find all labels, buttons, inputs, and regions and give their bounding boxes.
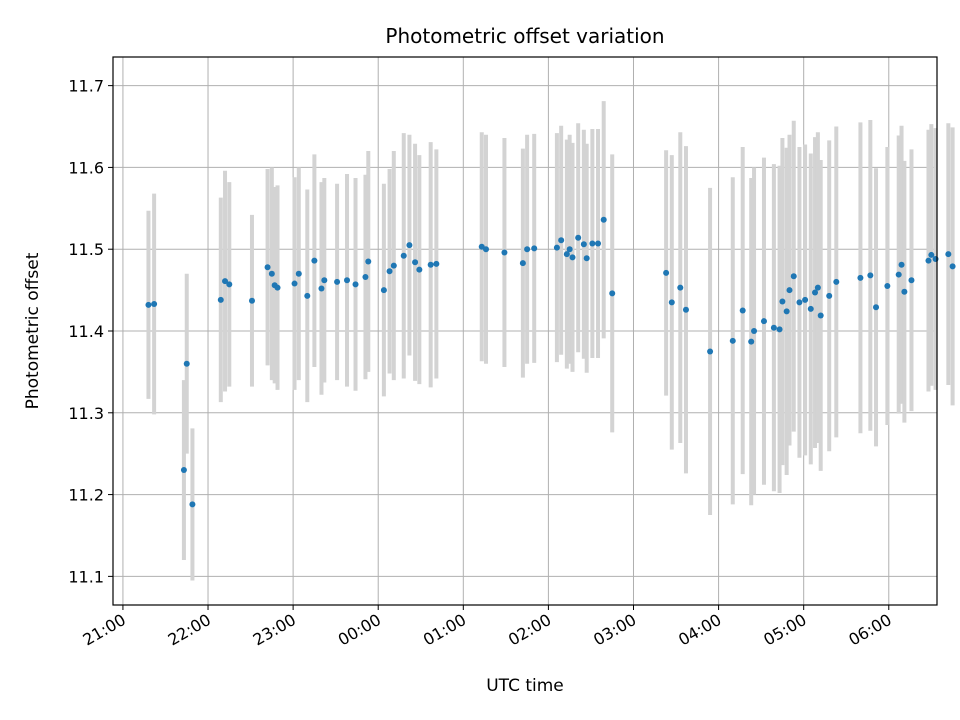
data-point bbox=[427, 261, 434, 268]
data-point bbox=[949, 263, 956, 270]
data-point bbox=[589, 240, 596, 247]
data-point bbox=[814, 284, 821, 291]
data-point bbox=[295, 270, 302, 277]
data-point bbox=[151, 301, 158, 308]
data-point bbox=[776, 326, 783, 333]
data-point bbox=[189, 501, 196, 508]
data-point bbox=[365, 258, 372, 265]
data-point bbox=[311, 257, 318, 264]
data-point bbox=[553, 244, 560, 251]
y-tick-label: 11.6 bbox=[68, 158, 104, 177]
y-tick-label: 11.1 bbox=[68, 567, 104, 586]
data-point bbox=[932, 256, 939, 263]
data-point bbox=[501, 249, 508, 256]
data-point bbox=[226, 281, 233, 288]
data-point bbox=[304, 292, 311, 299]
data-point bbox=[416, 266, 423, 273]
data-point bbox=[833, 278, 840, 285]
data-point bbox=[583, 255, 590, 262]
data-point bbox=[600, 216, 607, 223]
data-point bbox=[352, 281, 359, 288]
data-point bbox=[217, 296, 224, 303]
data-point bbox=[884, 283, 891, 290]
data-point bbox=[901, 288, 908, 295]
data-point bbox=[580, 241, 587, 248]
data-point bbox=[180, 467, 187, 474]
y-axis-label: Photometric offset bbox=[23, 252, 43, 409]
data-point bbox=[867, 272, 874, 279]
data-point bbox=[826, 292, 833, 299]
data-point bbox=[406, 242, 413, 249]
data-point bbox=[344, 277, 351, 284]
data-point bbox=[682, 306, 689, 313]
data-point bbox=[248, 297, 255, 304]
data-point bbox=[760, 318, 767, 325]
data-point bbox=[796, 299, 803, 306]
data-point bbox=[595, 240, 602, 247]
data-point bbox=[321, 277, 328, 284]
data-point bbox=[482, 246, 489, 253]
y-tick-label: 11.7 bbox=[68, 77, 104, 96]
data-point bbox=[386, 268, 393, 275]
y-tick-label: 11.5 bbox=[68, 240, 104, 259]
data-point bbox=[362, 274, 369, 281]
data-point bbox=[433, 260, 440, 267]
data-points bbox=[145, 216, 956, 508]
data-point bbox=[412, 259, 419, 266]
data-point bbox=[807, 305, 814, 312]
data-point bbox=[524, 246, 531, 253]
data-point bbox=[779, 298, 786, 305]
data-point bbox=[145, 301, 152, 308]
data-point bbox=[274, 284, 281, 291]
data-point bbox=[222, 278, 229, 285]
y-axis: 11.1 11.2 11.3 11.4 11.5 11.6 11.7 bbox=[68, 77, 113, 586]
chart-title: Photometric offset variation bbox=[385, 24, 664, 48]
data-point bbox=[928, 251, 935, 258]
data-point bbox=[668, 299, 675, 306]
data-point bbox=[908, 277, 915, 284]
y-tick-label: 11.3 bbox=[68, 404, 104, 423]
data-point bbox=[318, 285, 325, 292]
data-point bbox=[945, 251, 952, 258]
data-point bbox=[334, 278, 341, 285]
data-point bbox=[575, 234, 582, 241]
data-point bbox=[609, 290, 616, 297]
data-point bbox=[748, 338, 755, 345]
data-point bbox=[558, 237, 565, 244]
data-point bbox=[783, 308, 790, 315]
data-point bbox=[739, 307, 746, 314]
data-point bbox=[895, 271, 902, 278]
data-point bbox=[566, 246, 573, 253]
data-point bbox=[770, 324, 777, 331]
data-point bbox=[400, 252, 407, 259]
y-tick-label: 11.4 bbox=[68, 322, 104, 341]
data-point bbox=[183, 360, 190, 367]
data-point bbox=[729, 337, 736, 344]
data-point bbox=[817, 312, 824, 319]
data-point bbox=[802, 296, 809, 303]
data-point bbox=[857, 274, 864, 281]
data-point bbox=[519, 260, 526, 267]
data-point bbox=[268, 270, 275, 277]
data-point bbox=[531, 245, 538, 252]
data-point bbox=[925, 257, 932, 264]
data-point bbox=[264, 264, 271, 271]
data-point bbox=[873, 304, 880, 311]
data-point bbox=[663, 269, 670, 276]
data-point bbox=[790, 273, 797, 280]
data-point bbox=[380, 287, 387, 294]
x-axis-label: UTC time bbox=[486, 676, 564, 696]
data-point bbox=[751, 328, 758, 334]
data-point bbox=[898, 261, 905, 268]
y-tick-label: 11.2 bbox=[68, 486, 104, 505]
data-point bbox=[677, 284, 684, 291]
data-point bbox=[569, 254, 576, 261]
data-point bbox=[707, 348, 714, 355]
data-point bbox=[390, 262, 397, 269]
data-point bbox=[291, 280, 298, 287]
data-point bbox=[812, 289, 819, 296]
data-point bbox=[786, 287, 793, 294]
data-point bbox=[563, 251, 570, 258]
